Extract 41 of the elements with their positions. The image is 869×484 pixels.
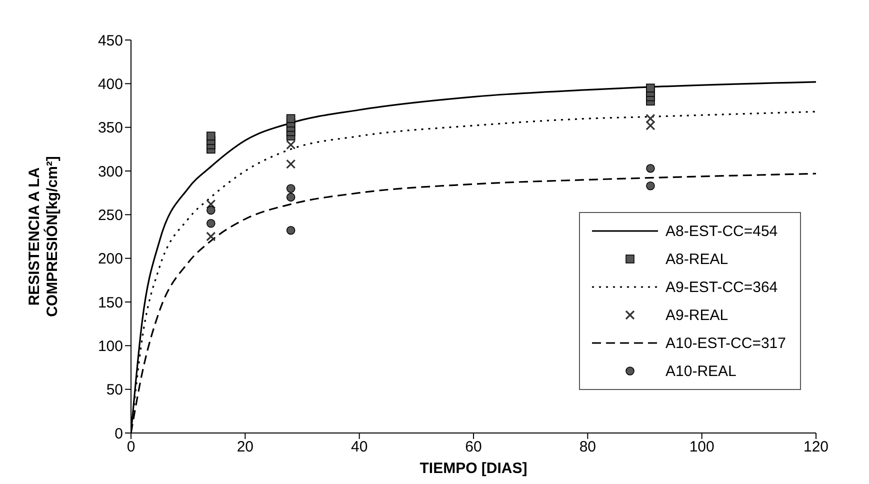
x-tick-label: 80 — [579, 438, 596, 456]
y-tick-label: 400 — [98, 76, 123, 93]
x-tick-label: 120 — [803, 438, 829, 456]
point — [286, 159, 296, 169]
y-tick-label: 300 — [98, 163, 123, 180]
x-tick-label: 100 — [689, 438, 714, 456]
point — [206, 232, 216, 242]
legend-label: A9-EST-CC=364 — [666, 278, 778, 296]
y-tick-label: 450 — [98, 32, 123, 50]
point — [286, 184, 296, 193]
y-tick-label: 50 — [106, 382, 123, 399]
x-axis-title: TIEMPO [DIAS] — [420, 460, 528, 477]
y-tick-label: 350 — [98, 120, 123, 137]
legend-label: A8-REAL — [666, 250, 728, 268]
point — [206, 206, 216, 215]
x-tick-label: 60 — [465, 438, 482, 456]
point — [286, 114, 296, 123]
y-tick-label: 100 — [98, 338, 123, 355]
point — [206, 199, 216, 209]
legend-label: A8-EST-CC=454 — [666, 222, 778, 240]
y-tick-label: 150 — [98, 294, 123, 312]
point — [646, 181, 655, 190]
point — [286, 192, 296, 202]
point — [286, 140, 296, 150]
point — [206, 219, 216, 228]
x-tick-label: 0 — [126, 438, 136, 456]
point — [646, 120, 656, 130]
x-tick-label: 20 — [236, 438, 254, 456]
y-tick-label: 0 — [114, 425, 123, 442]
point — [646, 114, 656, 124]
point — [206, 132, 216, 140]
y-tick-label: 250 — [98, 206, 123, 224]
y-axis-title: RESISTENCIA A LA COMPRESIÓN[kg/cm²] — [26, 156, 61, 317]
x-tick-label: 40 — [350, 438, 368, 456]
point — [286, 226, 296, 235]
point — [646, 84, 655, 92]
legend-label: A9-REAL — [666, 306, 728, 324]
legend-label: A10-EST-CC=317 — [666, 334, 786, 352]
legend-label: A10-REAL — [666, 362, 736, 380]
y-tick-label: 200 — [98, 250, 123, 268]
point — [646, 164, 655, 173]
